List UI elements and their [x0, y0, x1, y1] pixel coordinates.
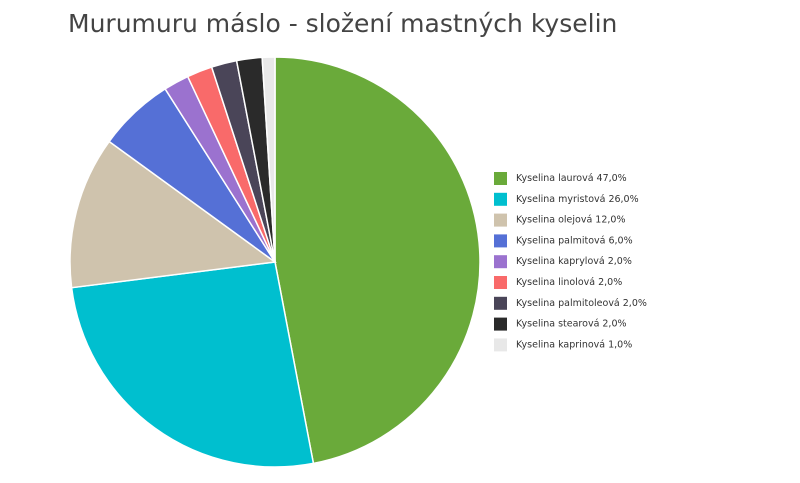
legend-value: 2,0% — [608, 256, 632, 267]
legend-label: Kyselina laurová — [516, 173, 594, 184]
legend-value: 2,0% — [602, 319, 626, 330]
legend-label: Kyselina myristová — [516, 194, 605, 205]
legend-label: Kyselina palmitová — [516, 235, 605, 246]
pie-slice — [261, 56, 276, 263]
legend-label: Kyselina palmitoleová — [516, 298, 620, 309]
legend-swatch — [494, 317, 507, 331]
legend-swatch — [494, 276, 507, 289]
pie-slice — [70, 261, 315, 468]
legend-value: 2,0% — [623, 298, 647, 309]
legend-label: Kyselina olejová — [516, 215, 592, 226]
chart-title: Murumuru máslo - složení mastných kyseli… — [68, 9, 617, 38]
legend-value: 1,0% — [608, 339, 632, 350]
legend-value: 26,0% — [608, 194, 638, 205]
pie-slice — [69, 140, 277, 289]
legend-swatch — [494, 338, 507, 352]
legend-value: 2,0% — [598, 277, 622, 288]
legend-swatch — [494, 172, 507, 185]
legend-label: Kyselina stearová — [516, 319, 599, 330]
legend-value: 6,0% — [608, 235, 632, 246]
legend-label: Kyselina kaprylová — [516, 256, 605, 267]
legend-value: 12,0% — [595, 215, 625, 226]
legend-swatch — [494, 213, 507, 227]
legend-swatch — [494, 234, 507, 248]
legend-label: Kyselina kaprinová — [516, 339, 605, 350]
legend-label: Kyselina linolová — [516, 277, 595, 288]
legend-swatch — [494, 192, 507, 206]
legend-value: 47,0% — [597, 173, 627, 184]
pie-slice — [274, 56, 481, 465]
legend-swatch — [494, 255, 507, 269]
legend-swatch — [494, 296, 507, 310]
